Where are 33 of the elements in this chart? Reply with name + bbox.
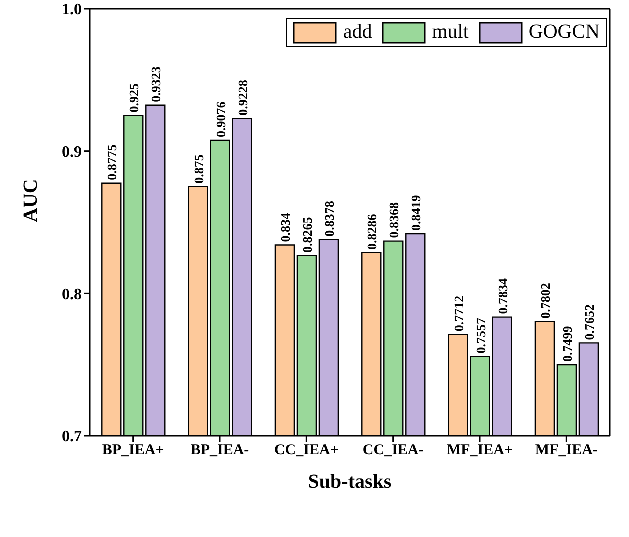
data-label: 0.8286 — [364, 214, 380, 250]
y-tick-label: 0.7 — [62, 428, 82, 446]
legend-label: mult — [432, 21, 469, 44]
legend-label: add — [343, 21, 372, 44]
x-tick-label: BP_IEA- — [190, 442, 250, 459]
y-axis-title: AUC — [20, 179, 42, 222]
data-label: 0.8378 — [322, 200, 337, 237]
data-label: 0.9228 — [235, 80, 250, 116]
data-label: 0.8419 — [408, 194, 424, 232]
data-label: 0.9323 — [148, 66, 164, 102]
y-tick-label: 1.0 — [62, 2, 82, 19]
x-tick-label: MF_IEA- — [535, 442, 598, 459]
data-label: 0.8265 — [300, 216, 315, 253]
data-label: 0.7499 — [560, 326, 575, 362]
data-label: 0.8368 — [386, 202, 402, 238]
data-label: 0.834 — [278, 212, 293, 242]
y-tick-label: 0.9 — [62, 144, 82, 162]
data-label: 0.925 — [126, 83, 142, 113]
data-label: 0.7557 — [473, 317, 488, 354]
x-tick-label: CC_IEA- — [362, 442, 424, 459]
y-tick-label: 0.8 — [62, 286, 82, 304]
x-tick-label: CC_IEA+ — [274, 442, 339, 459]
data-label: 0.7712 — [451, 296, 466, 332]
x-tick-label: MF_IEA+ — [446, 442, 514, 459]
data-label: 0.7802 — [538, 283, 553, 319]
x-axis-title: Sub-tasks — [308, 471, 392, 493]
x-tick-label: BP_IEA+ — [102, 442, 164, 459]
data-label: 0.9076 — [213, 101, 228, 138]
data-label: 0.7652 — [582, 304, 597, 340]
data-label: 0.875 — [191, 154, 206, 184]
legend-label: GOGCN — [528, 21, 600, 44]
data-label: 0.8775 — [104, 144, 120, 180]
data-label: 0.7834 — [495, 278, 510, 314]
